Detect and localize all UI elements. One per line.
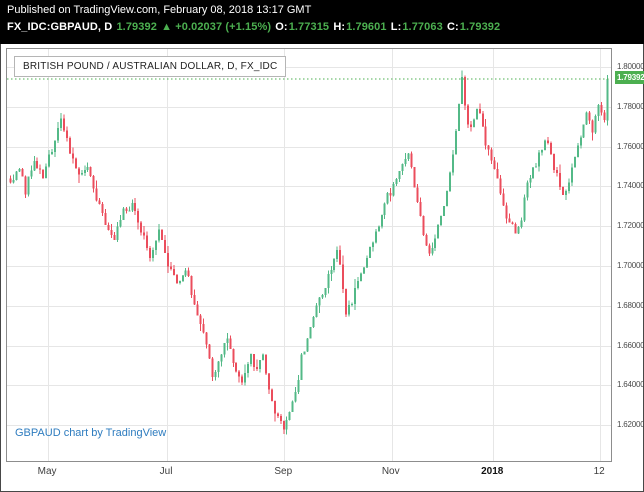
- tradingview-watermark-link[interactable]: GBPAUD chart by TradingView: [15, 427, 167, 439]
- quote-part: 1.79392: [116, 21, 161, 33]
- time-axis[interactable]: May Jul Sep Nov 2018 12: [6, 462, 612, 484]
- time-tick-label: Nov: [381, 466, 400, 477]
- grid-layer: [7, 49, 611, 461]
- time-tick-label: 2018: [481, 466, 504, 477]
- price-tick-label: 1.62000: [617, 420, 644, 430]
- quote-part: 1.77063: [402, 21, 446, 33]
- price-tick-label: 1.72000: [617, 221, 644, 231]
- quote-part: 1.79601: [346, 21, 390, 33]
- time-tick-label: Sep: [274, 466, 293, 477]
- publish-header: Published on TradingView.com, February 0…: [0, 0, 644, 44]
- chart-plot[interactable]: BRITISH POUND / AUSTRALIAN DOLLAR, D, FX…: [6, 48, 612, 462]
- quote-part: FX_IDC:GBPAUD, D: [7, 21, 116, 33]
- candlestick-series: [9, 70, 609, 435]
- quote-part: 1.79392: [459, 21, 501, 33]
- price-axis[interactable]: 1.79392 1.80000 1.78000 1.76000 1.74000 1.72…: [614, 48, 644, 462]
- last-price-badge: 1.79392: [615, 71, 644, 84]
- candlestick-chart[interactable]: [7, 49, 611, 461]
- price-tick-label: 1.76000: [617, 141, 644, 151]
- price-tick-label: 1.78000: [617, 101, 644, 111]
- quote-part: ▲ +0.02037 (+1.15%): [161, 21, 275, 33]
- chart-area: BRITISH POUND / AUSTRALIAN DOLLAR, D, FX…: [6, 48, 644, 488]
- price-tick-label: 1.70000: [617, 260, 644, 270]
- symbol-legend: BRITISH POUND / AUSTRALIAN DOLLAR, D, FX…: [14, 56, 287, 77]
- price-tick-label: 1.74000: [617, 181, 644, 191]
- quote-part: H:: [333, 21, 346, 33]
- price-tick-label: 1.80000: [617, 61, 644, 71]
- price-tick-label: 1.68000: [617, 300, 644, 310]
- quote-part: C:: [446, 21, 459, 33]
- quote-part: 1.77315: [288, 21, 333, 33]
- time-tick-label: 12: [593, 466, 605, 477]
- published-on-text: Published on TradingView.com, February 0…: [7, 4, 312, 16]
- time-tick-label: May: [37, 466, 57, 477]
- price-tick-label: 1.66000: [617, 340, 644, 350]
- time-tick-label: Jul: [159, 466, 173, 477]
- quote-part: O:: [275, 21, 288, 33]
- quote-part: L:: [390, 21, 402, 33]
- price-tick-label: 1.64000: [617, 380, 644, 390]
- quote-line: FX_IDC:GBPAUD, D 1.79392 ▲ +0.02037 (+1.…: [7, 18, 637, 36]
